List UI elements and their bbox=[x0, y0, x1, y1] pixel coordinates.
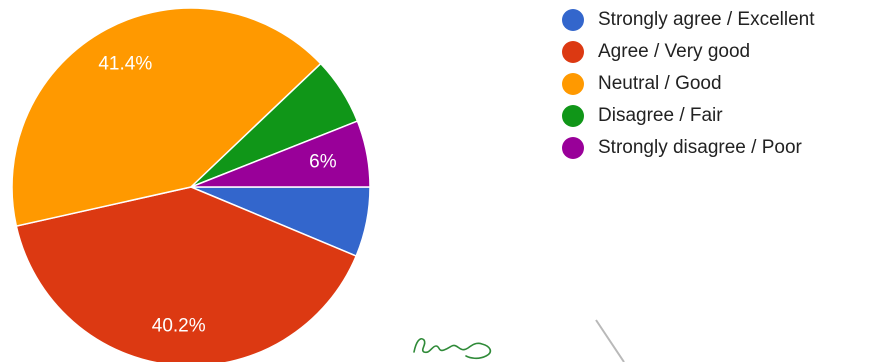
legend-label-2: Neutral / Good bbox=[598, 73, 722, 94]
legend-label-4: Strongly disagree / Poor bbox=[598, 137, 802, 158]
legend-item-4: Strongly disagree / Poor bbox=[562, 132, 815, 164]
legend-item-3: Disagree / Fair bbox=[562, 100, 815, 132]
slice-label-2: 41.4% bbox=[98, 53, 152, 74]
legend-swatch-1 bbox=[562, 41, 584, 63]
legend-item-2: Neutral / Good bbox=[562, 68, 815, 100]
legend-swatch-4 bbox=[562, 137, 584, 159]
legend-swatch-2 bbox=[562, 73, 584, 95]
pie-slice-1 bbox=[15, 186, 358, 362]
legend-label-3: Disagree / Fair bbox=[598, 105, 723, 126]
pie-slice-2 bbox=[11, 7, 322, 227]
legend: Strongly agree / Excellent Agree / Very g… bbox=[562, 4, 815, 164]
legend-label-0: Strongly agree / Excellent bbox=[598, 9, 815, 30]
scan-line bbox=[595, 319, 625, 362]
slice-label-4: 6% bbox=[309, 151, 337, 172]
legend-swatch-0 bbox=[562, 9, 584, 31]
legend-swatch-3 bbox=[562, 105, 584, 127]
pie-slice-4 bbox=[190, 120, 371, 188]
pie-chart: 40.2% 41.4% 6% bbox=[11, 7, 371, 362]
legend-item-1: Agree / Very good bbox=[562, 36, 815, 68]
legend-item-0: Strongly agree / Excellent bbox=[562, 4, 815, 36]
legend-label-1: Agree / Very good bbox=[598, 41, 751, 62]
slice-label-1: 40.2% bbox=[152, 316, 206, 337]
